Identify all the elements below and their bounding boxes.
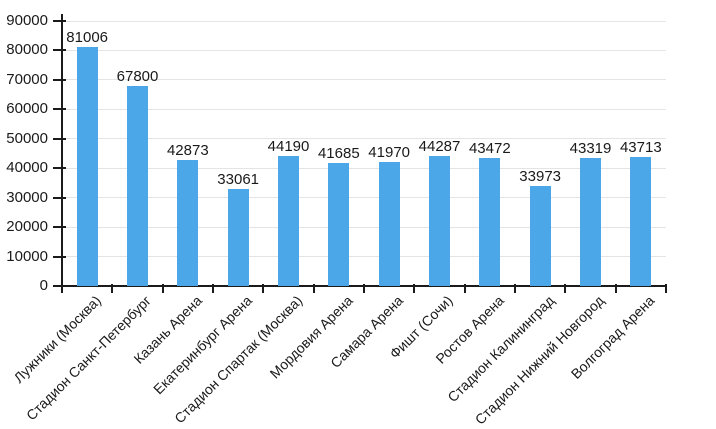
bar-value-label: 67800 [116, 68, 159, 86]
y-axis-tick [53, 137, 66, 140]
bar-value-label: 42873 [166, 141, 209, 159]
y-axis-tick-label: 70000 [6, 70, 48, 88]
bar-value-label: 43319 [569, 140, 612, 158]
x-axis-tick [463, 284, 466, 293]
y-axis-tick [53, 167, 66, 170]
bar-value-label: 44287 [418, 137, 461, 155]
gridline [62, 197, 666, 199]
x-axis-tick [614, 284, 617, 293]
bar-value-label: 33973 [519, 167, 562, 185]
y-axis-tick-label: 50000 [6, 129, 48, 147]
x-axis-tick [665, 284, 667, 293]
bar-value-label: 81006 [66, 29, 109, 47]
bar-value-label: 44190 [267, 137, 310, 155]
y-axis-tick [53, 108, 66, 111]
bar [580, 158, 601, 286]
x-axis-tick [61, 284, 63, 293]
y-axis-tick-label: 10000 [6, 247, 48, 265]
y-axis-tick [53, 78, 66, 81]
y-axis-tick [53, 226, 66, 229]
y-axis-tick-label: 90000 [6, 12, 48, 29]
y-axis-line [61, 14, 63, 291]
x-axis-tick [363, 284, 365, 293]
y-axis-tick [53, 255, 66, 258]
x-axis-tick [212, 284, 214, 293]
bar [479, 157, 501, 286]
y-axis-tick-label: 40000 [6, 159, 48, 177]
gridline [62, 138, 666, 140]
y-axis-tick [53, 20, 66, 22]
y-axis-tick [53, 49, 66, 52]
y-axis-tick-label: 0 [39, 277, 48, 294]
bar [630, 157, 652, 286]
gridline [62, 79, 666, 81]
y-axis-tick [53, 285, 66, 287]
y-axis-tick-label: 20000 [6, 218, 48, 236]
bar [227, 188, 249, 286]
y-axis-tick-label: 80000 [6, 41, 48, 59]
gridline [62, 20, 666, 22]
x-axis-tick [413, 284, 416, 293]
bar-value-label: 43713 [619, 139, 662, 157]
bar [378, 162, 400, 286]
gridline [62, 256, 666, 258]
y-axis-tick-label: 60000 [6, 100, 48, 118]
bar-value-label: 33061 [217, 170, 260, 188]
bar [177, 159, 199, 286]
x-axis-tick [262, 284, 265, 293]
bar [328, 163, 350, 286]
x-axis-tick [312, 284, 315, 293]
bar [529, 185, 551, 286]
bar [127, 86, 148, 286]
x-axis-category-label: Екатеринбург Арена [149, 292, 255, 398]
x-axis-tick [161, 284, 164, 293]
y-axis-tick [53, 196, 66, 199]
gridline [62, 108, 666, 110]
bar [429, 155, 450, 286]
bar-value-label: 41685 [317, 145, 360, 163]
gridline [62, 226, 666, 228]
bar [278, 155, 299, 286]
y-axis-tick-label: 30000 [6, 188, 48, 206]
gridline [62, 49, 666, 51]
x-axis-tick [111, 284, 114, 293]
x-axis-tick [514, 284, 516, 293]
bar-value-label: 41970 [368, 144, 411, 162]
gridline [62, 167, 666, 169]
bar [76, 47, 98, 286]
x-axis-tick [564, 284, 567, 293]
x-axis-category-label: Лужники (Москва) [10, 292, 104, 386]
bar-value-label: 43472 [468, 139, 511, 157]
